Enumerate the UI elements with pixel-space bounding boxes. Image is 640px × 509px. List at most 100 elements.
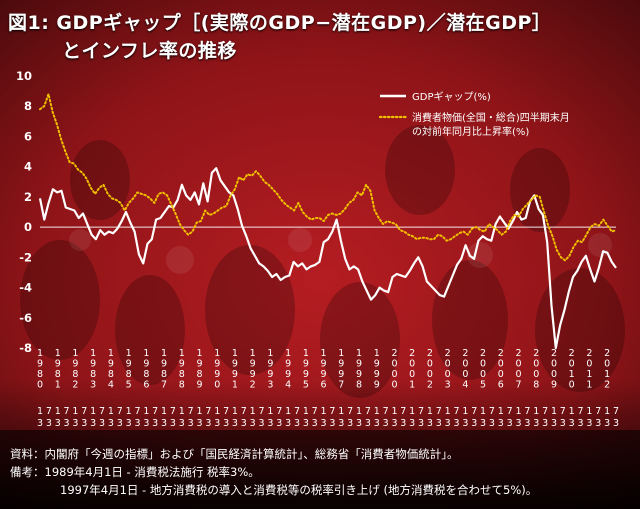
x-tick-label-char: 0 (409, 369, 415, 380)
x-tick-label-month: 3 (37, 418, 43, 429)
x-tick-label-char: 9 (356, 359, 362, 370)
x-tick-label-char: 5 (303, 380, 309, 391)
x-tick-label-char: 9 (37, 359, 43, 370)
x-tick-label-char: 0 (515, 359, 521, 370)
chart-title-line1: 図1: GDPギャップ［(実際のGDP−潜在GDP)／潜在GDP］ (8, 12, 552, 34)
x-tick-label-month: 3 (126, 418, 132, 429)
x-tick-label-month: 1 (409, 406, 415, 417)
x-tick-label-month: 1 (143, 406, 149, 417)
x-tick-label-month: 3 (179, 418, 185, 429)
x-tick-label-month: 1 (126, 406, 132, 417)
x-tick-label-month: 1 (445, 406, 451, 417)
x-tick-label-month: 1 (551, 406, 557, 417)
x-tick-label-char: 9 (250, 369, 256, 380)
x-tick-label-month: 3 (338, 418, 344, 429)
x-tick-label-char: 4 (462, 380, 468, 391)
y-tick-label: -6 (19, 311, 32, 325)
x-tick-label-char: 6 (143, 380, 149, 391)
x-tick-label-char: 9 (374, 359, 380, 370)
x-tick-label-char: 2 (551, 348, 557, 359)
x-tick-label-month: 3 (117, 418, 123, 429)
x-tick-label-month: 3 (471, 418, 477, 429)
x-tick-label-month: 7 (81, 406, 87, 417)
x-tick-label-month: 1 (391, 406, 397, 417)
x-tick-label-month: 3 (409, 418, 415, 429)
x-tick-label-month: 1 (338, 406, 344, 417)
y-tick-label: 10 (16, 69, 32, 83)
x-tick-label-month: 7 (595, 406, 601, 417)
x-tick-label-char: 2 (533, 348, 539, 359)
x-tick-label-char: 0 (551, 359, 557, 370)
footer-source: 資料：内閣府「今週の指標」および「国民経済計算統計」、総務省「消費者物価統計」。 (10, 447, 459, 461)
x-tick-label-month: 3 (560, 418, 566, 429)
x-tick-label-char: 9 (321, 359, 327, 370)
x-tick-label-month: 3 (391, 418, 397, 429)
x-tick-label-char: 1 (232, 380, 238, 391)
x-tick-label-char: 9 (338, 359, 344, 370)
x-tick-label-month: 3 (445, 418, 451, 429)
x-tick-label-char: 7 (515, 380, 521, 391)
x-tick-label-month: 1 (37, 406, 43, 417)
x-tick-label-month: 7 (453, 406, 459, 417)
x-tick-label-char: 8 (108, 369, 114, 380)
x-tick-label-month: 3 (152, 418, 158, 429)
x-tick-label-char: 0 (427, 369, 433, 380)
x-tick-label-char: 9 (126, 359, 132, 370)
x-tick-label-month: 3 (294, 418, 300, 429)
x-tick-label-char: 1 (586, 369, 592, 380)
x-tick-label-char: 0 (569, 359, 575, 370)
x-tick-label-month: 7 (170, 406, 176, 417)
x-tick-label-month: 1 (108, 406, 114, 417)
x-tick-label-month: 1 (232, 406, 238, 417)
x-tick-label-month: 7 (383, 406, 389, 417)
x-tick-label-char: 9 (232, 359, 238, 370)
x-tick-label-month: 7 (205, 406, 211, 417)
x-tick-label-char: 1 (72, 348, 78, 359)
x-tick-label-month: 3 (285, 418, 291, 429)
x-tick-label-char: 0 (480, 369, 486, 380)
x-tick-label-char: 9 (196, 359, 202, 370)
x-tick-label-month: 3 (533, 418, 539, 429)
series-cpi (39, 93, 617, 262)
x-tick-label-char: 4 (108, 380, 114, 391)
x-tick-label-char: 9 (285, 369, 291, 380)
x-tick-label-month: 7 (259, 406, 265, 417)
x-tick-label-month: 3 (365, 418, 371, 429)
y-tick-label: 4 (24, 160, 32, 174)
x-tick-label-month: 3 (143, 418, 149, 429)
x-tick-label-char: 2 (515, 348, 521, 359)
legend-label-gdp-gap: GDPギャップ(%) (412, 91, 491, 103)
x-tick-label-char: 7 (161, 380, 167, 391)
legend-label-cpi: の対前年同月比上昇率(%) (412, 125, 529, 138)
x-tick-label-char: 0 (391, 380, 397, 391)
x-tick-label-char: 0 (498, 359, 504, 370)
x-tick-label-month: 7 (347, 406, 353, 417)
x-tick-label-month: 3 (453, 418, 459, 429)
x-tick-label-char: 1 (321, 348, 327, 359)
x-tick-label-month: 7 (152, 406, 158, 417)
x-tick-label-month: 1 (356, 406, 362, 417)
series-layer (38, 93, 617, 350)
x-tick-label-char: 9 (161, 359, 167, 370)
x-tick-label-month: 3 (551, 418, 557, 429)
x-tick-label-char: 0 (427, 359, 433, 370)
x-tick-label-month: 3 (321, 418, 327, 429)
x-tick-label-char: 0 (445, 369, 451, 380)
x-tick-label-month: 7 (489, 406, 495, 417)
x-tick-label-month: 7 (64, 406, 70, 417)
x-tick-label-month: 1 (533, 406, 539, 417)
x-tick-label-char: 1 (232, 348, 238, 359)
x-tick-label-month: 3 (356, 418, 362, 429)
x-tick-label-char: 9 (267, 359, 273, 370)
x-tick-label-char: 0 (551, 369, 557, 380)
x-tick-label-char: 8 (179, 380, 185, 391)
x-tick-label-char: 9 (374, 369, 380, 380)
x-tick-label-char: 1 (569, 369, 575, 380)
x-tick-label-char: 0 (462, 369, 468, 380)
y-tick-label: -2 (19, 250, 32, 264)
x-tick-label-month: 3 (241, 418, 247, 429)
x-tick-label-char: 9 (321, 369, 327, 380)
x-tick-label-month: 3 (489, 418, 495, 429)
x-tick-label-month: 7 (471, 406, 477, 417)
x-tick-label-month: 3 (462, 418, 468, 429)
